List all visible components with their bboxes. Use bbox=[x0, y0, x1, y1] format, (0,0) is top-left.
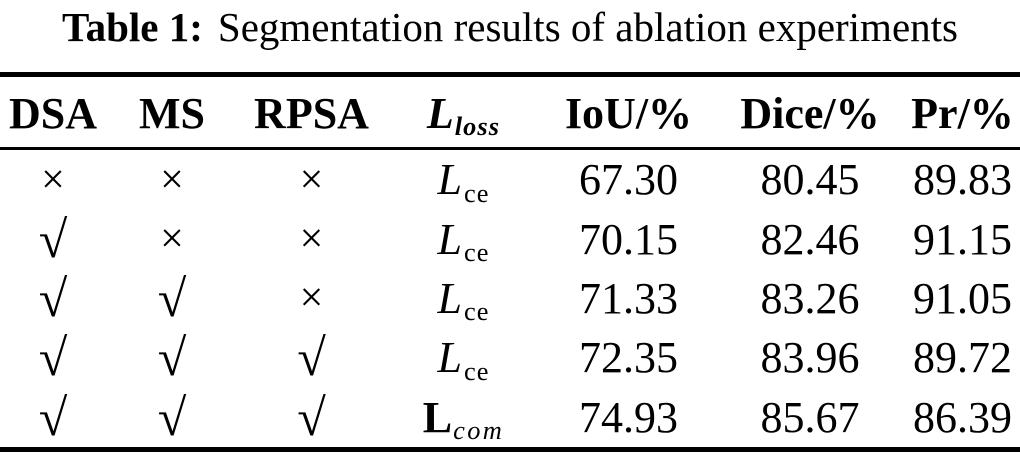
table-mid-rule bbox=[0, 147, 1020, 150]
col-header-ms: MS bbox=[139, 89, 205, 138]
check-mark: √ bbox=[106, 388, 238, 447]
loss-subscript: loss bbox=[454, 111, 501, 142]
metric-value-cell: 91.05 bbox=[913, 273, 1012, 323]
check-mark: √ bbox=[0, 388, 106, 447]
table-body: × × × Lce 67.30 80.45 89.83 √ × × Lce 70.15 82.46 91.… bbox=[0, 150, 1020, 447]
loss-symbol: L bbox=[437, 333, 462, 383]
loss-subscript: ce bbox=[463, 236, 490, 267]
metric-value-cell: 86.39 bbox=[913, 392, 1012, 442]
loss-cell: Lce bbox=[385, 209, 542, 268]
metric-value-cell: 83.96 bbox=[760, 333, 860, 383]
check-mark: √ bbox=[238, 388, 385, 447]
check-mark: √ bbox=[0, 209, 106, 269]
check-glyph: √ bbox=[157, 270, 187, 328]
table-caption-label: Table 1: bbox=[62, 4, 203, 50]
cross-mark: × bbox=[238, 269, 385, 328]
loss-cell: Lce bbox=[385, 328, 542, 387]
table-row: √ √ √ Lcom 74.93 85.67 86.39 bbox=[0, 388, 1020, 447]
col-header-dice: Dice/% bbox=[740, 89, 880, 138]
check-glyph: √ bbox=[297, 389, 326, 447]
metric-value-cell: 91.15 bbox=[913, 214, 1012, 264]
table-caption: Table 1: Segmentation results of ablation… bbox=[0, 1, 1020, 54]
cross-glyph: × bbox=[160, 216, 184, 263]
table-top-rule bbox=[0, 72, 1020, 77]
col-header-pr: Pr/% bbox=[911, 89, 1014, 138]
loss-subscript: ce bbox=[463, 177, 490, 208]
loss-cell: Lce bbox=[385, 269, 542, 328]
check-glyph: √ bbox=[297, 330, 326, 388]
check-glyph: √ bbox=[38, 270, 68, 328]
loss-cell: Lcom bbox=[385, 388, 542, 447]
table-row: × × × Lce 67.30 80.45 89.83 bbox=[0, 150, 1020, 209]
check-mark: √ bbox=[0, 269, 106, 328]
check-mark: √ bbox=[106, 328, 238, 387]
cross-glyph: × bbox=[299, 156, 324, 203]
loss-subscript: com bbox=[453, 415, 505, 446]
col-header-loss: Lloss bbox=[385, 77, 542, 150]
metric-value-cell: 67.30 bbox=[579, 155, 678, 205]
check-glyph: √ bbox=[38, 211, 68, 269]
check-glyph: √ bbox=[157, 389, 187, 447]
loss-symbol: L bbox=[437, 273, 462, 323]
metric-value-cell: 89.72 bbox=[913, 333, 1012, 383]
ablation-results-table: DSA MS RPSA Lloss IoU/% Dice/% Pr/% × × × L… bbox=[0, 77, 1020, 447]
loss-subscript: ce bbox=[463, 296, 490, 327]
check-mark: √ bbox=[106, 269, 238, 328]
metric-value-cell: 83.26 bbox=[760, 273, 860, 323]
metric-value-cell: 71.33 bbox=[579, 273, 678, 323]
cross-glyph: × bbox=[299, 216, 324, 263]
table-row: √ √ × Lce 71.33 83.26 91.05 bbox=[0, 269, 1020, 328]
metric-value-cell: 70.15 bbox=[579, 214, 678, 264]
loss-symbol: L bbox=[437, 155, 462, 205]
loss-symbol: L bbox=[422, 392, 453, 442]
metric-value-cell: 82.46 bbox=[760, 214, 860, 264]
cross-mark: × bbox=[238, 209, 385, 268]
loss-symbol: L bbox=[426, 89, 454, 138]
cross-mark: × bbox=[106, 150, 238, 209]
metric-value-cell: 80.45 bbox=[760, 155, 860, 205]
check-glyph: √ bbox=[157, 330, 187, 388]
col-header-rpsa: RPSA bbox=[254, 89, 369, 138]
metric-value-cell: 74.93 bbox=[579, 392, 678, 442]
loss-cell: Lce bbox=[385, 150, 542, 209]
table-row: √ × × Lce 70.15 82.46 91.15 bbox=[0, 209, 1020, 269]
table-caption-text: Segmentation results of ablation experim… bbox=[217, 4, 958, 50]
check-mark: √ bbox=[0, 328, 106, 387]
col-header-dsa: DSA bbox=[8, 89, 98, 138]
header-row: DSA MS RPSA Lloss IoU/% Dice/% Pr/% bbox=[0, 77, 1020, 150]
cross-mark: × bbox=[106, 209, 238, 268]
check-glyph: √ bbox=[38, 389, 68, 447]
metric-value-cell: 89.83 bbox=[913, 155, 1012, 205]
table-bottom-rule bbox=[0, 447, 1020, 452]
col-header-iou: IoU/% bbox=[564, 89, 693, 138]
cross-mark: × bbox=[0, 150, 106, 209]
cross-mark: × bbox=[238, 150, 385, 209]
table-row: √ √ √ Lce 72.35 83.96 89.72 bbox=[0, 328, 1020, 387]
loss-symbol: L bbox=[437, 214, 462, 264]
cross-glyph: × bbox=[160, 156, 184, 203]
check-glyph: √ bbox=[38, 330, 68, 388]
metric-value-cell: 72.35 bbox=[579, 333, 678, 383]
loss-subscript: ce bbox=[463, 355, 490, 386]
cross-glyph: × bbox=[299, 275, 324, 322]
metric-value-cell: 85.67 bbox=[760, 392, 860, 442]
cross-glyph: × bbox=[41, 156, 65, 203]
check-mark: √ bbox=[238, 328, 385, 387]
